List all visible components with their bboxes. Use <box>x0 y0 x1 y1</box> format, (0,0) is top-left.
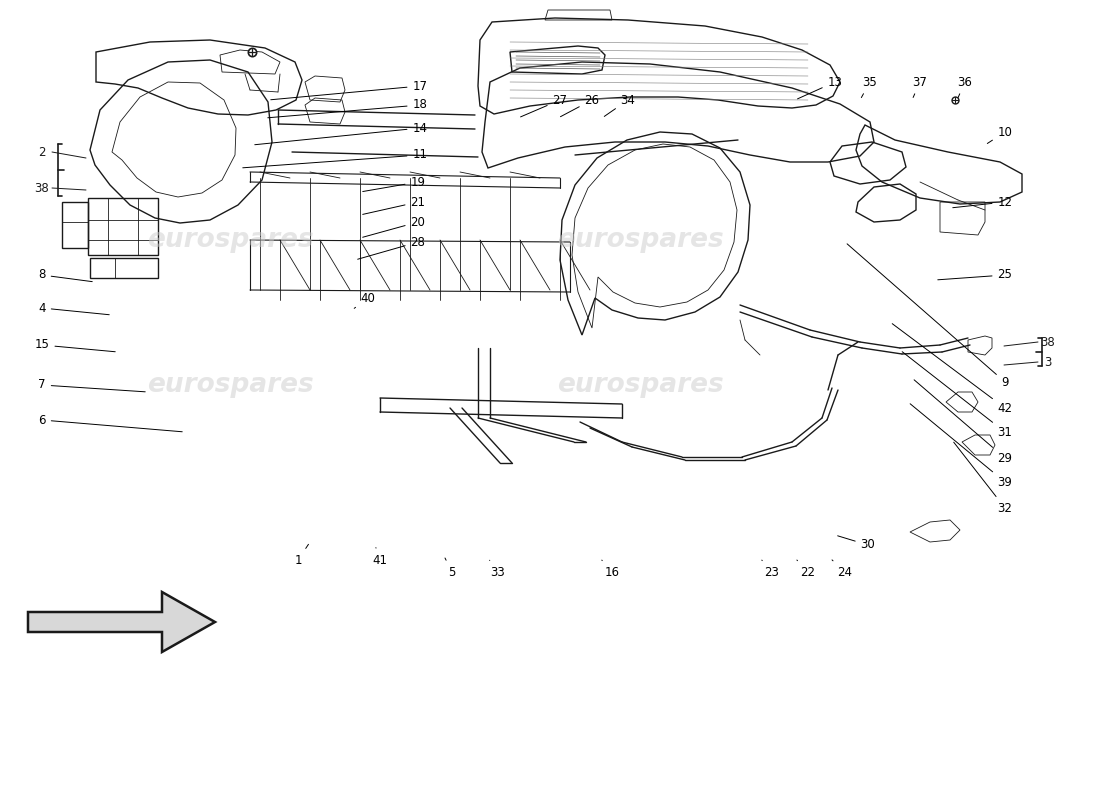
Text: 5: 5 <box>446 558 455 578</box>
Polygon shape <box>28 592 214 652</box>
Text: 32: 32 <box>954 442 1012 514</box>
Text: 15: 15 <box>34 338 116 352</box>
Text: 27: 27 <box>520 94 568 117</box>
Text: 20: 20 <box>363 215 426 238</box>
Text: eurospares: eurospares <box>146 372 314 398</box>
Text: eurospares: eurospares <box>146 227 314 253</box>
Text: 42: 42 <box>892 324 1012 414</box>
Text: 3: 3 <box>1044 355 1052 369</box>
Text: 12: 12 <box>953 195 1012 209</box>
Text: 1: 1 <box>295 544 308 566</box>
Text: 39: 39 <box>910 404 1012 489</box>
Text: 16: 16 <box>602 560 619 578</box>
Text: 10: 10 <box>988 126 1012 143</box>
Text: 28: 28 <box>358 235 426 259</box>
Text: 21: 21 <box>363 195 426 214</box>
Text: 2: 2 <box>39 146 46 158</box>
Text: 25: 25 <box>938 269 1012 282</box>
Text: 37: 37 <box>913 75 927 98</box>
Text: 13: 13 <box>798 75 843 99</box>
Text: 40: 40 <box>354 291 375 308</box>
Text: 14: 14 <box>255 122 428 145</box>
Text: 26: 26 <box>561 94 600 117</box>
Text: 35: 35 <box>861 75 878 98</box>
Text: 29: 29 <box>914 380 1012 465</box>
Text: 30: 30 <box>838 536 876 551</box>
Text: 22: 22 <box>796 560 815 578</box>
Text: 8: 8 <box>39 269 92 282</box>
Text: 6: 6 <box>39 414 183 432</box>
Text: 9: 9 <box>847 244 1009 389</box>
Text: 41: 41 <box>373 548 387 566</box>
Text: 4: 4 <box>39 302 109 314</box>
Text: 18: 18 <box>267 98 428 118</box>
Text: 34: 34 <box>604 94 636 117</box>
Text: 11: 11 <box>243 149 428 168</box>
Text: 38: 38 <box>34 182 50 194</box>
Text: 38: 38 <box>1041 335 1055 349</box>
Text: 23: 23 <box>762 560 780 578</box>
Text: 19: 19 <box>363 175 426 191</box>
Text: eurospares: eurospares <box>557 372 724 398</box>
Text: eurospares: eurospares <box>557 227 724 253</box>
Text: 17: 17 <box>271 79 428 100</box>
Text: 7: 7 <box>39 378 145 392</box>
Text: 33: 33 <box>490 560 505 578</box>
Text: 31: 31 <box>902 352 1012 438</box>
Text: 24: 24 <box>832 560 852 578</box>
Text: 36: 36 <box>958 75 972 98</box>
